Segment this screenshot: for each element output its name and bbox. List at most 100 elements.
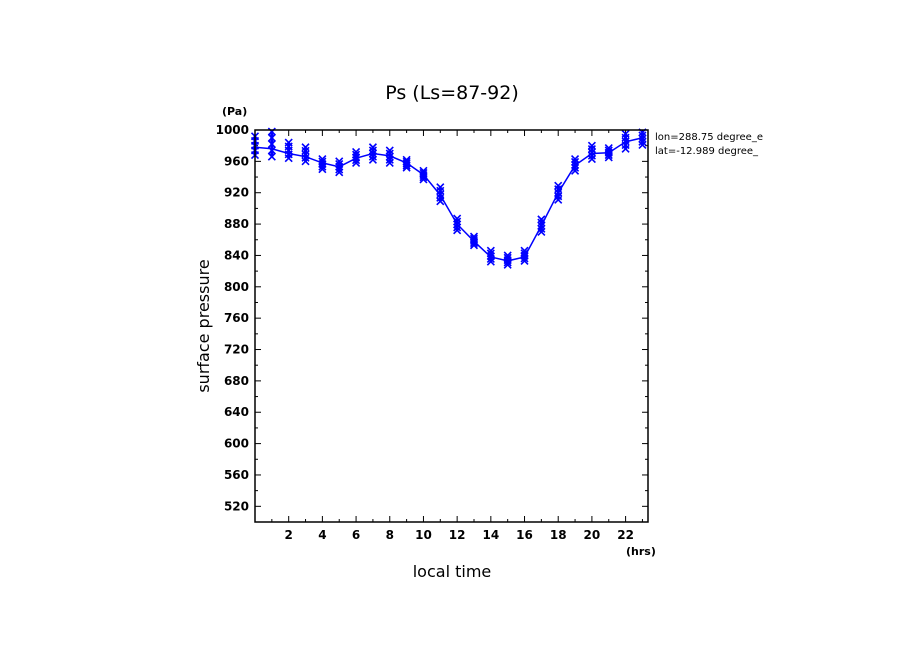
data-point	[537, 227, 546, 236]
data-point	[419, 166, 428, 175]
data-point	[318, 157, 327, 166]
data-point	[453, 214, 462, 223]
data-point	[267, 127, 276, 136]
data-point	[453, 226, 462, 235]
data-point	[537, 221, 546, 230]
data-point	[638, 131, 647, 140]
data-point	[570, 157, 580, 167]
y-axis-label: surface pressure	[194, 259, 213, 392]
data-point	[587, 148, 596, 157]
data-point	[453, 217, 462, 226]
data-point	[554, 192, 563, 201]
y-tick-label: 1000	[216, 123, 249, 137]
data-point	[486, 249, 495, 258]
y-tick-label: 680	[224, 374, 249, 388]
data-point	[638, 134, 647, 143]
data-point	[587, 151, 596, 160]
y-tick-label: 920	[224, 186, 249, 200]
x-tick-label: 10	[415, 528, 432, 542]
data-point	[402, 157, 411, 166]
data-point	[436, 183, 445, 192]
data-point	[335, 160, 344, 169]
data-point	[368, 143, 377, 152]
x-tick-label: 12	[449, 528, 466, 542]
data-point	[301, 153, 310, 162]
y-tick-label: 840	[224, 248, 249, 262]
data-point	[621, 129, 630, 138]
data-point	[503, 253, 512, 262]
data-point	[537, 218, 546, 227]
data-point	[486, 246, 495, 255]
x-tick-label: 4	[318, 528, 326, 542]
data-point	[436, 193, 445, 202]
x-tick-label: 6	[352, 528, 360, 542]
data-point	[554, 185, 563, 194]
x-tick-label: 18	[550, 528, 567, 542]
series-line	[254, 137, 643, 262]
x-tick-label: 14	[482, 528, 499, 542]
plot-frame	[254, 129, 649, 523]
data-point	[368, 149, 377, 158]
data-point	[554, 188, 563, 197]
data-point	[587, 154, 596, 164]
data-point	[267, 152, 276, 161]
data-point	[385, 149, 394, 158]
axes: 2 4 6 8 10 12 14 16 18 20 22 520 560 600 640 680 720 760 8…	[216, 123, 648, 542]
chart-title: Ps (Ls=87-92)	[385, 82, 519, 104]
x-axis-label: local time	[413, 562, 492, 581]
data-point	[554, 195, 563, 204]
plot-area	[250, 127, 647, 269]
data-point	[570, 166, 580, 175]
data-point	[469, 234, 479, 243]
data-point	[604, 146, 613, 155]
y-tick-label: 560	[224, 468, 249, 482]
data-point	[436, 186, 445, 195]
data-point	[537, 224, 546, 233]
data-point	[385, 152, 394, 161]
data-point	[638, 140, 647, 149]
data-point	[284, 138, 293, 147]
data-point	[368, 155, 377, 164]
data-point	[436, 190, 445, 199]
data-point	[638, 137, 647, 146]
y-tick-label: 640	[224, 405, 249, 419]
data-point	[301, 150, 310, 159]
data-point	[318, 154, 327, 164]
data-point	[503, 251, 512, 260]
y-tick-label: 600	[224, 437, 249, 451]
data-point	[570, 160, 580, 169]
x-tick-label: 20	[584, 528, 601, 542]
data-point	[368, 152, 377, 161]
y-tick-label: 720	[224, 343, 249, 357]
data-point	[385, 146, 394, 155]
data-point	[469, 232, 479, 241]
x-tick-label: 8	[386, 528, 394, 542]
data-point	[570, 154, 580, 164]
data-point	[301, 143, 310, 152]
y-tick-label: 960	[224, 154, 249, 168]
x-unit-label: (hrs)	[626, 545, 656, 558]
y-tick-label: 520	[224, 499, 249, 513]
data-point	[570, 163, 580, 172]
x-tick-label: 2	[285, 528, 293, 542]
x-tick-label: 16	[516, 528, 533, 542]
data-point	[402, 155, 411, 164]
y-unit-label: (Pa)	[222, 105, 247, 118]
data-point	[352, 147, 361, 157]
data-point	[385, 158, 394, 167]
data-point	[385, 155, 394, 164]
data-point	[267, 140, 276, 149]
y-tick-label: 880	[224, 217, 249, 231]
data-point	[520, 249, 529, 258]
x-tick-label: 22	[617, 528, 634, 542]
data-point	[604, 143, 613, 153]
data-point	[453, 220, 462, 229]
data-point	[301, 157, 310, 166]
y-tick-label: 760	[224, 311, 249, 325]
data-point	[587, 144, 596, 154]
data-point	[335, 157, 344, 166]
data-point	[587, 141, 596, 150]
data-point	[352, 150, 361, 159]
data-point	[554, 181, 563, 190]
